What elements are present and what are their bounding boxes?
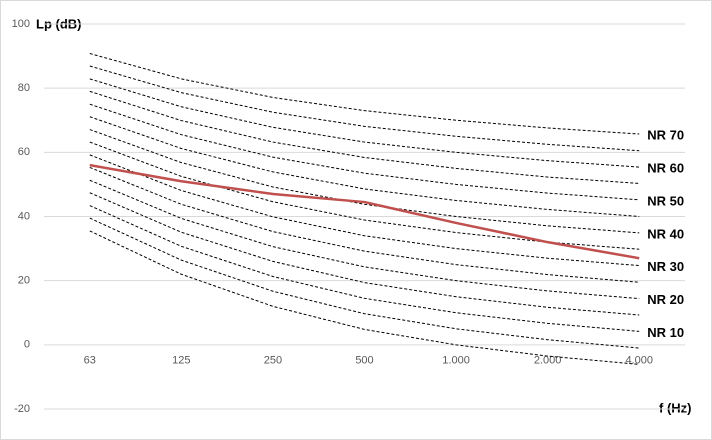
y-tick-label: 100 xyxy=(12,18,30,30)
x-tick-label: 2.000 xyxy=(534,355,562,367)
y-tick-label: 20 xyxy=(18,275,30,287)
curve-label: NR 50 xyxy=(647,193,684,208)
nr-curve xyxy=(89,205,640,332)
nr-curve xyxy=(89,154,640,267)
nr-curve xyxy=(89,129,640,234)
curve-label: NR 30 xyxy=(647,259,684,274)
curve-label: NR 70 xyxy=(647,127,684,142)
x-tick-label: 125 xyxy=(172,355,190,367)
x-axis-title: f (Hz) xyxy=(659,400,692,415)
x-tick-label: 1.000 xyxy=(442,355,470,367)
x-tick-label: 250 xyxy=(264,355,282,367)
y-tick-label: 40 xyxy=(18,210,30,222)
x-tick-label: 500 xyxy=(355,355,373,367)
y-tick-label: 0 xyxy=(24,339,30,351)
nr-curve xyxy=(89,103,640,201)
y-tick-label: 60 xyxy=(18,146,30,158)
nr-curve xyxy=(89,78,640,168)
curve-label: NR 60 xyxy=(647,161,684,176)
x-tick-label: 63 xyxy=(84,355,96,367)
nr-curve xyxy=(89,53,640,135)
nr-curve xyxy=(89,65,640,152)
y-tick-label: 80 xyxy=(18,82,30,94)
measured-line xyxy=(89,163,640,260)
nr-curve xyxy=(89,217,640,349)
y-tick-label: -20 xyxy=(14,403,30,415)
curve-label: NR 40 xyxy=(647,226,684,241)
nr-curve xyxy=(89,90,640,184)
curve-label: NR 20 xyxy=(647,292,684,307)
nr-curve xyxy=(89,116,640,217)
curve-label: NR 10 xyxy=(647,325,684,340)
nr-curve xyxy=(89,166,640,283)
nr-curve xyxy=(89,230,640,365)
x-tick-label: 4.000 xyxy=(625,355,653,367)
